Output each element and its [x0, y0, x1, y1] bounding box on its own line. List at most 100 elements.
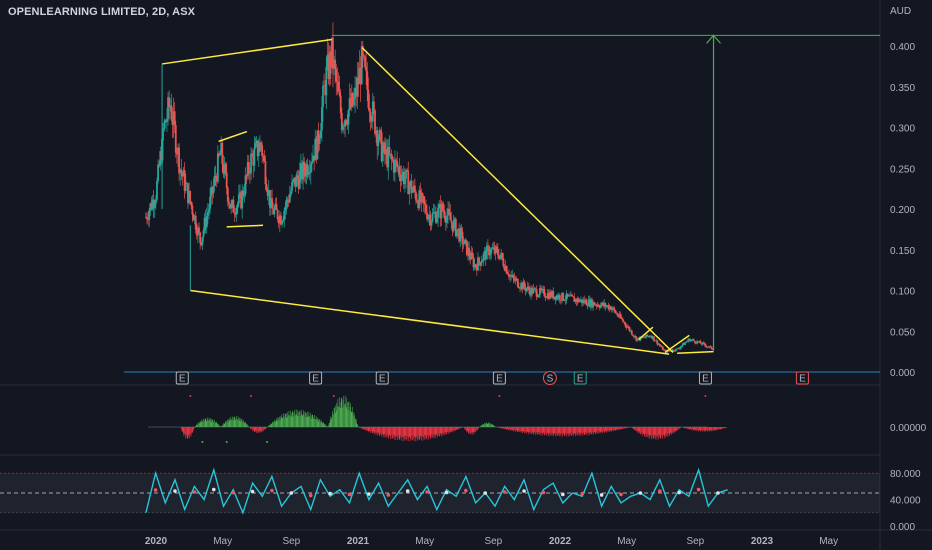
osc-bar	[283, 413, 284, 427]
osc-bar	[643, 427, 644, 434]
osc-bar	[573, 427, 575, 434]
osc-bar	[449, 427, 450, 432]
candle-body	[280, 215, 282, 225]
osc-bar	[554, 427, 556, 434]
trend-line-upper[interactable]	[361, 47, 674, 353]
osc-bar	[510, 427, 511, 431]
flag-top[interactable]	[218, 130, 248, 143]
osc-bar	[585, 427, 587, 434]
osc-bar	[471, 427, 473, 435]
event-marker-label: E	[379, 374, 386, 385]
osc-bar	[251, 427, 252, 429]
osc-bar	[238, 418, 239, 427]
osc-bar	[554, 427, 555, 434]
candle-body	[619, 314, 622, 319]
osc-bar	[660, 427, 661, 439]
candle-body	[503, 266, 506, 271]
candle-body	[242, 190, 245, 196]
osc-bar	[225, 421, 226, 427]
osc-bar	[562, 427, 563, 437]
candle-body	[206, 212, 209, 217]
osc-bar	[504, 427, 506, 430]
osc-bar	[672, 427, 674, 434]
candle-body	[339, 95, 342, 113]
osc-bar	[363, 427, 365, 430]
earnings-event-marker[interactable]	[175, 371, 189, 385]
osc-bar	[240, 421, 242, 427]
candle-body	[295, 175, 298, 187]
candle-body	[633, 335, 635, 337]
small-flag-bottom[interactable]	[664, 334, 690, 354]
small-flag-top[interactable]	[638, 326, 654, 340]
earnings-event-marker[interactable]	[795, 371, 809, 385]
split-event-marker[interactable]	[542, 371, 557, 385]
osc-bar	[216, 422, 218, 427]
candle-body	[211, 187, 214, 194]
osc-bar	[229, 420, 231, 427]
osc-bar	[588, 427, 590, 433]
osc-bar	[587, 427, 589, 436]
flag-bottom[interactable]	[226, 224, 264, 228]
osc-bar	[191, 427, 193, 432]
osc-bar	[422, 427, 424, 441]
earnings-event-marker[interactable]	[492, 371, 506, 385]
candle-body	[448, 208, 451, 213]
earnings-event-marker[interactable]	[698, 371, 712, 385]
candle-body	[168, 97, 171, 108]
candle-body	[194, 215, 197, 230]
osc-bar	[428, 427, 430, 437]
osc-bar	[723, 427, 725, 429]
osc-bar	[693, 427, 694, 431]
candle-body	[494, 246, 497, 254]
earnings-event-marker[interactable]	[375, 371, 389, 385]
osc-bar	[398, 427, 400, 440]
candle-body	[518, 287, 520, 289]
osc-bar	[323, 423, 325, 427]
osc-bar	[606, 427, 608, 431]
osc-bar	[466, 427, 468, 432]
trend-line-lower[interactable]	[190, 289, 670, 355]
earnings-event-marker[interactable]	[573, 371, 587, 385]
osc-bar	[475, 427, 476, 433]
candle-body	[378, 130, 381, 141]
osc-bar	[308, 411, 310, 427]
candle-body	[705, 345, 707, 347]
osc-bar	[518, 427, 519, 431]
osc-bar	[287, 417, 289, 427]
osc-bar	[500, 427, 501, 429]
candle-body	[701, 342, 704, 345]
osc-bar	[453, 427, 454, 431]
osc-bar	[677, 427, 678, 430]
candle-body	[216, 153, 219, 182]
osc-bar	[612, 427, 614, 431]
osc-bar	[713, 427, 715, 430]
osc-bar	[647, 427, 648, 437]
osc-bar	[561, 427, 562, 434]
earnings-event-marker[interactable]	[309, 371, 323, 385]
osc-bar	[436, 427, 438, 434]
candle-body	[612, 307, 614, 310]
osc-bar	[232, 417, 234, 427]
candle-body	[332, 37, 334, 69]
candle-body	[483, 250, 486, 254]
osc-bar	[671, 427, 673, 434]
candle-body	[366, 71, 369, 90]
trend-line-top[interactable]	[161, 38, 332, 65]
candle-body	[271, 198, 273, 209]
osc-bar	[589, 427, 590, 435]
osc-bar	[503, 427, 505, 429]
small-base[interactable]	[677, 350, 714, 355]
osc-bar	[338, 407, 340, 427]
rsi-signal-dot	[696, 487, 701, 492]
candle-body	[342, 125, 344, 130]
osc-bar	[219, 425, 220, 427]
osc-bar	[370, 427, 371, 433]
candle-body	[495, 246, 498, 249]
osc-bar	[344, 395, 346, 427]
osc-bar	[519, 427, 520, 433]
osc-bar	[366, 427, 367, 431]
osc-bar	[503, 427, 504, 429]
candle-body	[461, 231, 464, 245]
osc-bar	[484, 423, 485, 427]
